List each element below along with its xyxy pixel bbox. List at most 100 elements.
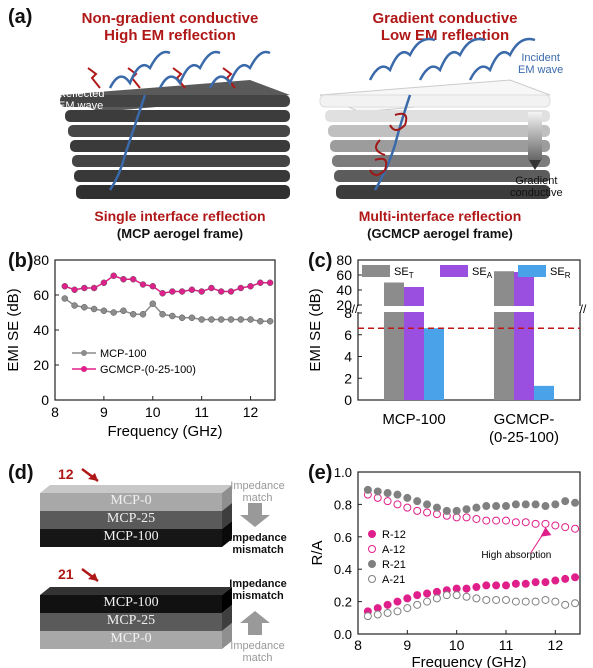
series-r-21-point [373,487,382,496]
category-label: MCP-100 [382,411,445,428]
series-a-21-point [472,594,481,603]
layer-top-2: MCP-25 [106,511,156,526]
series-line-1 [64,274,271,295]
panel-a-left-title: Non-gradient conductive High EM reflecti… [60,10,280,44]
series-0-point [129,311,137,318]
series-1-point [178,288,186,295]
legend-marker [368,575,376,583]
legend-label: A-21 [382,574,405,586]
axis-break-band [354,306,584,312]
series-r-12-point [561,574,570,583]
series-0-point [178,314,186,321]
series-1-point [149,283,157,290]
series-0-point [188,314,196,321]
series-r-12-point [393,597,402,606]
y-axis-title: R/A [309,540,326,565]
legend-marker [368,545,376,553]
series-1-point [247,283,254,290]
impedance-match-bottom: Impedance match [230,640,285,664]
series-1-point [169,288,176,295]
series-0-point [208,316,215,323]
series-r-21-point [551,500,560,509]
series-a-21-point [492,595,501,604]
series-r-12-point [432,587,441,596]
plot-frame [357,471,581,635]
series-a-21-point [462,592,471,601]
gradient-conductive-label: Gradient conductive [510,175,563,199]
legend-label: R-21 [382,559,406,571]
chart-e: 8 9 10 11 12 0.0 0.2 0.4 0.6 0.8 1.0 Frequency (GHz… [309,465,581,668]
y-tick-label: 8 [344,305,352,321]
series-1-point [110,272,117,279]
series-r-21-point [413,497,422,506]
series-r-12-point [541,578,550,587]
bar-se-a [404,287,424,400]
series-r-12-point [383,600,392,609]
y-tick-label: 20 [336,297,352,313]
series-r-21-point [521,500,530,509]
chart-b: 8 9 10 11 12 0 20 40 60 80 Frequency (GHz) EMI SE (… [5,252,276,440]
y-tick-label: 0.8 [334,497,352,512]
series-r-21-point [472,503,481,512]
series-a-21-point [423,597,432,606]
bar-se-r [534,385,554,400]
panel-c-label: (c) [308,250,333,272]
impedance-mismatch-top: Impedance mismatch [229,532,287,556]
series-0-point [110,309,117,316]
incidence-12-label: 12 [58,466,74,482]
series-0-point [217,316,225,323]
legend-label: SER [550,266,571,280]
series-a-12-point [482,516,491,525]
legend-label: GCMCP-(0-25-100) [100,364,196,376]
series-r-21-point [511,500,520,509]
series-a-21-point [413,600,422,609]
series-1-point [159,290,166,297]
series-r-12-point [423,589,432,598]
y-tick-label: 20 [33,357,49,373]
series-1-point [217,288,225,295]
layer-top-1: MCP-0 [110,493,152,508]
series-a-21-point [383,608,392,617]
series-0-point [120,307,127,314]
series-1-point [266,279,274,286]
legend-label: A-12 [382,544,405,556]
series-0-point [257,318,264,325]
series-a-12-point [531,519,540,528]
series-a-12-point [551,521,560,530]
y-tick-label: 0.2 [334,595,352,610]
series-1-point [237,284,245,292]
series-0-point [81,304,88,311]
series-a-12-point [383,497,392,506]
series-0-point [198,316,205,323]
bar-se-t [384,282,404,400]
y-tick-label: 2 [344,370,352,386]
bar-se-t [494,271,514,400]
x-tick-label: 12 [243,404,259,420]
x-axis-title: Frequency (GHz) [107,423,222,440]
series-line-0 [64,297,271,322]
right-caption-1: Multi-interface reflection [358,208,522,224]
panel-e-label: (e) [308,462,333,484]
series-r-12-point [521,579,530,588]
right-title-line1: Gradient conductive [372,10,518,27]
legend-marker [81,350,87,356]
incidence-21-label: 21 [58,566,74,582]
legend-marker [368,530,376,538]
x-tick-label: 9 [403,637,411,653]
y-tick-label: 40 [33,322,49,338]
series-1-point [139,281,147,288]
series-a-12-point [413,506,422,515]
legend-swatch [518,265,546,277]
series-a-21-point [531,597,540,606]
series-r-12-point [492,581,501,590]
series-r-21-point [571,498,580,507]
series-a-12-point [541,519,550,528]
series-a-21-point [452,591,461,600]
gcmcp-aerogel-stack [319,79,551,199]
panel-d-label: (d) [8,462,34,484]
left-title-line1: Non-gradient conductive [81,10,259,27]
y-tick-label: 60 [336,267,352,283]
legend-label: MCP-100 [100,348,146,360]
series-1-point [100,279,108,286]
